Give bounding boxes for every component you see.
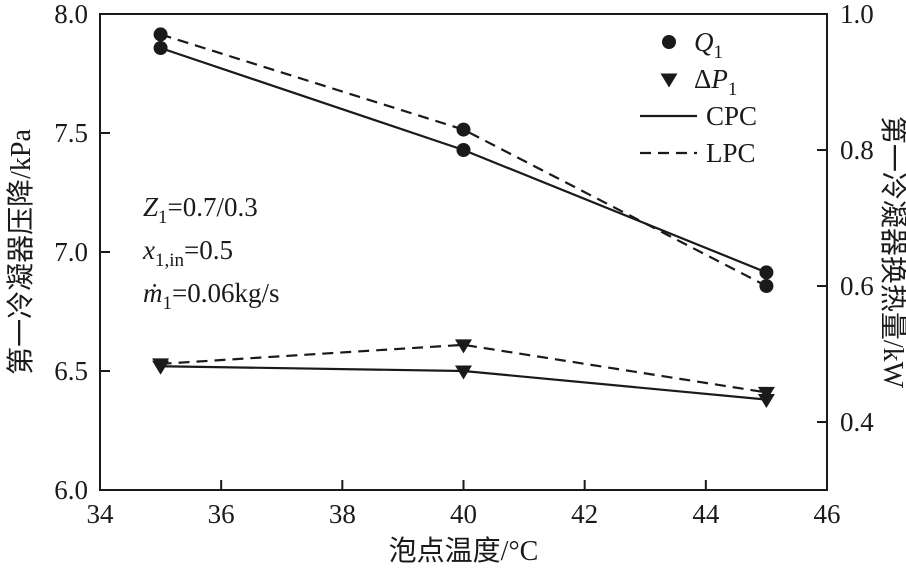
marker-circle-q1-cpc — [456, 143, 471, 157]
marker-triangle-dp1-lpc — [152, 358, 170, 373]
series-line-q1-cpc — [160, 46, 767, 274]
y-left-tick-label: 7.0 — [54, 237, 88, 267]
y-left-tick-label: 8.0 — [54, 0, 88, 29]
legend-label: Q1 — [694, 27, 723, 63]
marker-circle-q1-lpc — [153, 27, 168, 42]
legend-q1-marker-circle-icon — [662, 35, 676, 49]
x-axis-tick-label: 42 — [571, 499, 598, 529]
y-left-tick-label: 6.5 — [54, 356, 88, 386]
x-axis-tick-label: 40 — [450, 499, 477, 529]
marker-triangle-dp1-cpc — [455, 365, 472, 380]
legend-dp1-marker-triangle-icon — [660, 73, 678, 88]
x-axis-tick-label: 38 — [329, 499, 356, 529]
series-line-dp1-lpc — [160, 343, 767, 394]
marker-circle-q1-lpc — [759, 279, 774, 293]
y-right-tick-label: 0.4 — [840, 407, 874, 437]
y-right-tick-label: 1.0 — [840, 0, 874, 29]
legend-label: LPC — [706, 138, 756, 168]
marker-triangle-dp1-lpc — [455, 339, 472, 354]
marker-circle-q1-lpc — [456, 122, 471, 137]
x-axis-title: 泡点温度/°C — [389, 535, 539, 567]
x-axis-tick-label: 44 — [692, 499, 720, 529]
legend-label: ΔP1 — [694, 64, 737, 100]
x-axis-tick-label: 34 — [87, 499, 115, 529]
y-right-axis-title: 第一冷凝器换热量/kW — [877, 116, 906, 389]
annotation-line: x1,in=0.5 — [142, 235, 233, 271]
y-right-tick-label: 0.8 — [840, 135, 874, 165]
y-left-axis-title: 第一冷凝器压降/kPa — [5, 129, 37, 375]
series-line-q1-lpc — [160, 33, 767, 287]
annotation-line: Z1=0.7/0.3 — [143, 192, 258, 228]
x-axis-tick-label: 46 — [814, 499, 841, 529]
legend-label: CPC — [706, 101, 757, 131]
y-right-tick-label: 0.6 — [840, 271, 874, 301]
y-left-tick-label: 7.5 — [54, 118, 88, 148]
marker-circle-q1-cpc — [759, 265, 774, 280]
y-left-tick-label: 6.0 — [54, 475, 88, 505]
x-axis-tick-label: 36 — [208, 499, 235, 529]
marker-triangle-dp1-lpc — [757, 386, 775, 401]
marker-triangle-dp1-cpc — [757, 394, 775, 409]
marker-circle-q1-cpc — [153, 41, 168, 55]
annotation-line: ṁ1=0.06kg/s — [143, 278, 280, 314]
